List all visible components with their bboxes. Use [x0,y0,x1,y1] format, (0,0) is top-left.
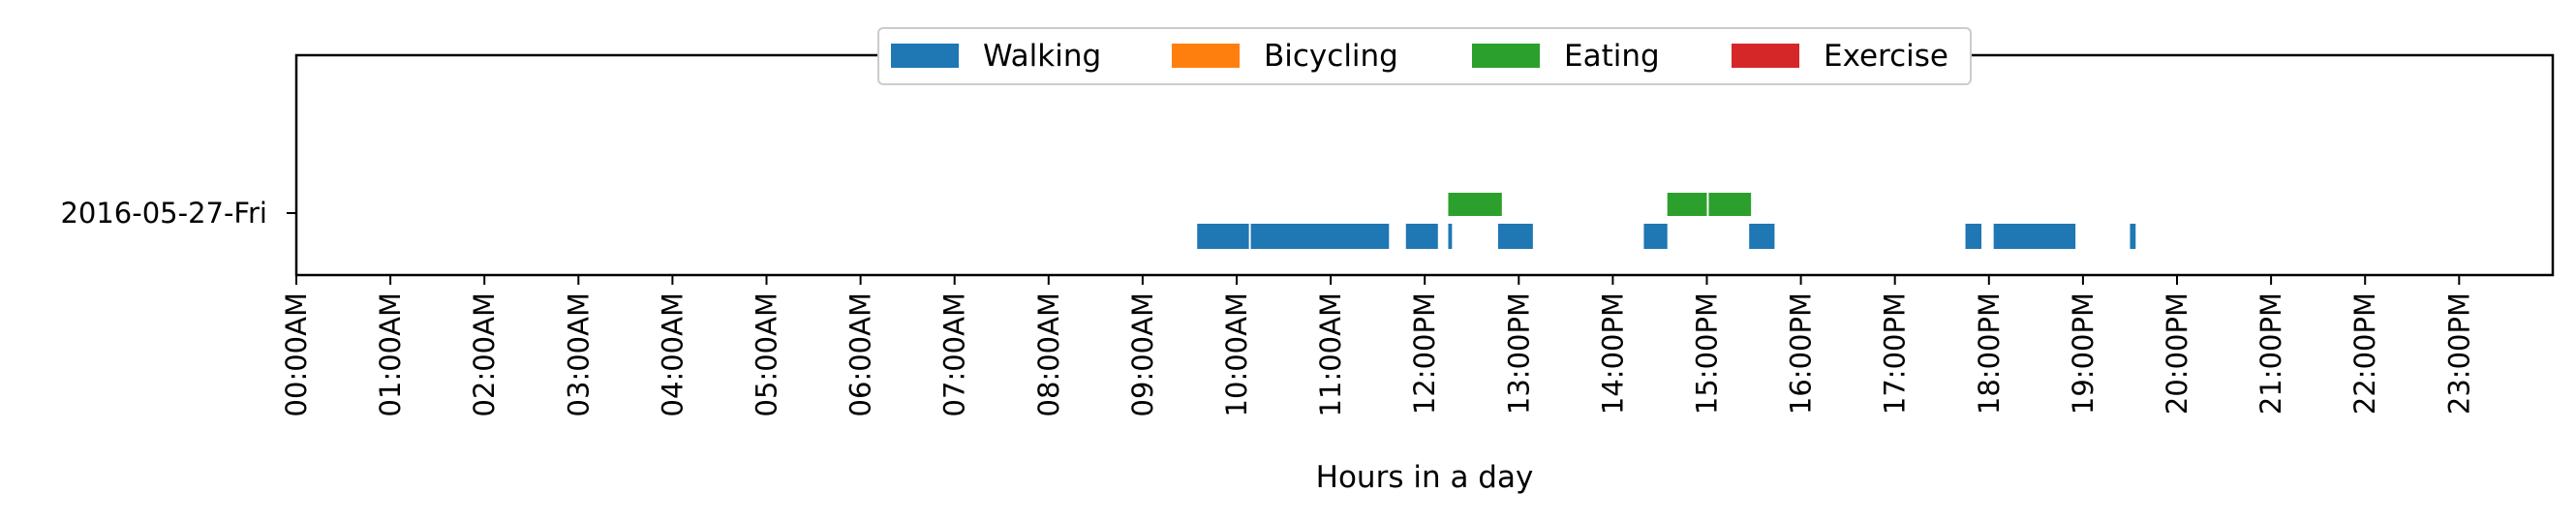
x-tick-label: 07:00AM [938,292,971,416]
x-tick-label: 12:00PM [1408,292,1441,415]
eating-bar-1 [1667,193,1707,216]
legend: Walking Bicycling Eating Exercise [877,27,1972,85]
walking-bar-6 [1749,224,1775,249]
exercise-legend-swatch [1732,44,1799,68]
x-tick-label: 09:00AM [1126,292,1159,416]
walking-bar-9 [2130,224,2136,249]
x-tick-label: 16:00PM [1785,292,1818,415]
x-tick-label: 05:00AM [751,292,783,416]
x-tick-label: 21:00PM [2254,292,2287,415]
x-tick-label: 10:00AM [1220,292,1253,416]
eating-bar-2 [1708,193,1752,216]
x-tick-label: 13:00PM [1502,292,1535,415]
bicycling-legend-swatch [1172,44,1240,68]
x-tick-label: 17:00PM [1879,292,1912,415]
x-tick-label: 22:00PM [2348,292,2381,415]
walking-bar-3 [1448,224,1453,249]
x-tick-label: 20:00PM [2161,292,2193,415]
walking-bar-0 [1197,224,1249,249]
x-tick-label: 08:00AM [1032,292,1065,416]
x-tick-label: 19:00PM [2067,292,2100,415]
walking-bar-1 [1250,224,1390,249]
x-tick-label: 18:00PM [1973,292,2006,415]
x-tick-label: 00:00AM [280,292,313,416]
x-tick-label: 04:00AM [656,292,689,416]
x-tick-label: 03:00AM [562,292,595,416]
x-tick-label: 06:00AM [844,292,877,416]
x-tick-label: 15:00PM [1691,292,1724,415]
legend-box [877,27,1972,85]
x-tick-label: 23:00PM [2442,292,2475,415]
y-tick-label: 2016-05-27-Fri [60,197,267,230]
activity-bars [1197,193,2136,249]
eating-legend-label: Eating [1564,39,1660,74]
walking-bar-4 [1497,224,1533,249]
y-axis-ticks: 2016-05-27-Fri [60,197,296,230]
exercise-legend-label: Exercise [1824,39,1948,74]
walking-bar-8 [1993,224,2076,249]
x-tick-label: 02:00AM [468,292,501,416]
eating-legend-swatch [1472,44,1540,68]
x-axis-label: Hours in a day [1316,460,1534,495]
walking-legend-swatch [891,44,959,68]
x-tick-label: 01:00AM [374,292,407,416]
walking-bar-2 [1405,224,1438,249]
walking-bar-5 [1643,224,1668,249]
bicycling-legend-label: Bicycling [1264,39,1398,74]
x-axis-ticks: 00:00AM 01:00AM 02:00AM 03:00AM 04:00AM 05:00… [280,275,2475,416]
x-tick-label: 11:00AM [1314,292,1347,416]
eating-bar-0 [1448,193,1502,216]
walking-legend-label: Walking [983,39,1101,74]
x-tick-label: 14:00PM [1596,292,1629,415]
walking-bar-7 [1965,224,1982,249]
